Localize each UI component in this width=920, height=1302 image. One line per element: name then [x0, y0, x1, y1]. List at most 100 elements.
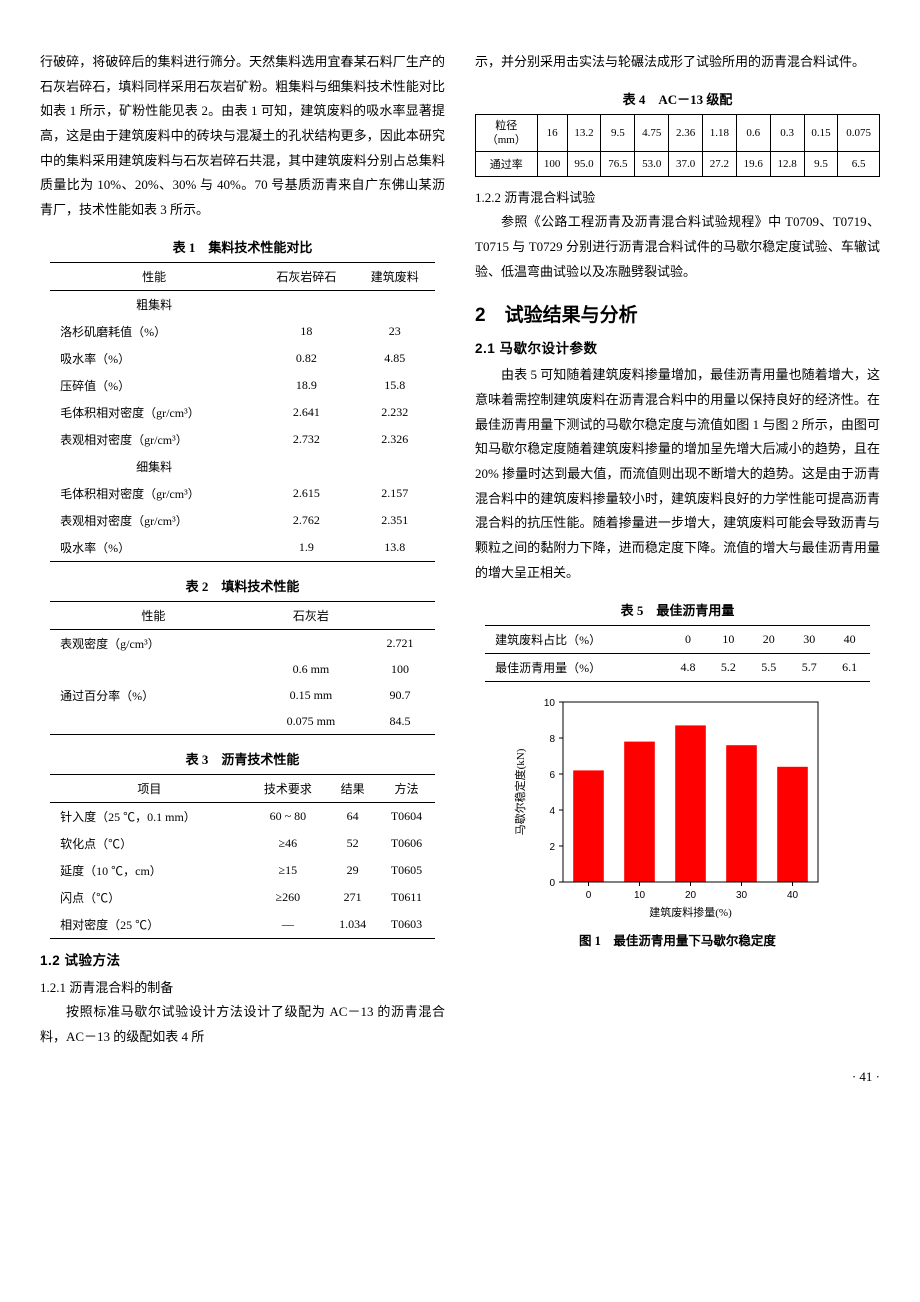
- table-cell: T0606: [378, 830, 435, 857]
- table-cell: 5.2: [708, 653, 748, 681]
- table-cell: 64: [327, 802, 378, 830]
- table-cell: 18.9: [258, 372, 354, 399]
- table-cell: 95.0: [567, 152, 601, 177]
- table-cell: 2.732: [258, 426, 354, 453]
- table-cell: 10: [708, 625, 748, 653]
- table-cell: 建筑废料占比（%）: [485, 625, 668, 653]
- table-cell: 16: [537, 114, 567, 152]
- table-cell: 6.5: [838, 152, 880, 177]
- table5: 建筑废料占比（%）010203040 最佳沥青用量（%）4.85.25.55.7…: [485, 625, 870, 682]
- t3-h1: 技术要求: [249, 774, 328, 802]
- table-cell: 9.5: [601, 114, 635, 152]
- table1-title: 表 1 集料技术性能对比: [40, 237, 445, 256]
- t1-h2: 建筑废料: [355, 262, 435, 290]
- table-cell: T0604: [378, 802, 435, 830]
- table-cell: 1.18: [702, 114, 736, 152]
- table1-section-label: 细集料: [50, 453, 258, 480]
- svg-text:6: 6: [549, 770, 555, 781]
- table-cell: 0: [668, 625, 708, 653]
- table-cell: 18: [258, 318, 354, 345]
- table-cell: ≥46: [249, 830, 328, 857]
- sec-2: 2 试验结果与分析: [475, 300, 880, 327]
- t2-h1: 石灰岩: [257, 601, 365, 629]
- table-cell: 通过百分率（%）: [50, 682, 257, 709]
- table-cell: 52: [327, 830, 378, 857]
- table-cell: 2.351: [355, 507, 435, 534]
- table-cell: 6.1: [829, 653, 869, 681]
- svg-text:20: 20: [684, 890, 696, 901]
- table-cell: 0.15 mm: [257, 682, 365, 709]
- svg-text:30: 30: [735, 890, 747, 901]
- table-cell: 9.5: [804, 152, 838, 177]
- table-cell: 针入度（25 ℃，0.1 mm）: [50, 802, 248, 830]
- table-cell: 1.034: [327, 911, 378, 939]
- table-cell: 1.9: [258, 534, 354, 562]
- table-cell: 软化点（℃）: [50, 830, 248, 857]
- t1-h0: 性能: [50, 262, 258, 290]
- svg-text:40: 40: [786, 890, 798, 901]
- svg-text:0: 0: [585, 890, 591, 901]
- table-cell: T0605: [378, 857, 435, 884]
- table-cell: 0.3: [770, 114, 804, 152]
- svg-text:建筑废料掺量(%): 建筑废料掺量(%): [649, 905, 732, 919]
- table-cell: 13.8: [355, 534, 435, 562]
- table-cell: 毛体积相对密度（gr/cm³）: [50, 399, 258, 426]
- sec-1-2-1: 1.2.1 沥青混合料的制备: [40, 977, 445, 996]
- right-para-2: 参照《公路工程沥青及沥青混合料试验规程》中 T0709、T0719、T0715 …: [475, 210, 880, 284]
- right-para-1: 示，并分别采用击实法与轮碾法成形了试验所用的沥青混合料试件。: [475, 50, 880, 75]
- table-cell: 2.615: [258, 480, 354, 507]
- table-cell: 100: [537, 152, 567, 177]
- t3-h0: 项目: [50, 774, 248, 802]
- table-cell: [257, 629, 365, 657]
- table-cell: 表观密度（g/cm³）: [50, 629, 257, 657]
- t3-h3: 方法: [378, 774, 435, 802]
- table3: 项目 技术要求 结果 方法 针入度（25 ℃，0.1 mm）60 ~ 8064T…: [50, 774, 435, 939]
- chart1-container: 0246810010203040建筑废料掺量(%)马歇尔稳定度(kN) 图 1 …: [508, 692, 848, 949]
- chart-bar: [573, 770, 604, 882]
- table-cell: 吸水率（%）: [50, 534, 258, 562]
- table-cell: ≥15: [249, 857, 328, 884]
- table-cell: 84.5: [365, 709, 435, 735]
- table-cell: 2.232: [355, 399, 435, 426]
- table-cell: 最佳沥青用量（%）: [485, 653, 668, 681]
- table-cell: T0603: [378, 911, 435, 939]
- chart-bar: [675, 725, 706, 882]
- table-cell: 粒径（mm）: [476, 114, 538, 152]
- svg-text:10: 10: [633, 890, 645, 901]
- table-cell: 40: [829, 625, 869, 653]
- table-cell: 12.8: [770, 152, 804, 177]
- table-cell: 4.75: [635, 114, 669, 152]
- table-cell: 0.6 mm: [257, 657, 365, 682]
- sec-2-1: 2.1 马歇尔设计参数: [475, 337, 880, 357]
- svg-text:4: 4: [549, 806, 555, 817]
- table-cell: 0.075: [838, 114, 880, 152]
- sec-1-2-2: 1.2.2 沥青混合料试验: [475, 187, 880, 206]
- svg-text:10: 10: [543, 698, 555, 709]
- chart-bar: [624, 741, 655, 881]
- table-cell: —: [249, 911, 328, 939]
- table-cell: ≥260: [249, 884, 328, 911]
- table1-section-label: 粗集料: [50, 290, 258, 318]
- table-cell: 37.0: [669, 152, 703, 177]
- table-cell: 4.85: [355, 345, 435, 372]
- table5-title: 表 5 最佳沥青用量: [475, 600, 880, 619]
- table-cell: 0.15: [804, 114, 838, 152]
- svg-text:8: 8: [549, 734, 555, 745]
- table-cell: 5.7: [789, 653, 829, 681]
- chart1-caption: 图 1 最佳沥青用量下马歇尔稳定度: [508, 930, 848, 949]
- table-cell: 19.6: [736, 152, 770, 177]
- table-cell: 27.2: [702, 152, 736, 177]
- table-cell: 90.7: [365, 682, 435, 709]
- left-para-2: 按照标准马歇尔试验设计方法设计了级配为 AC－13 的沥青混合料，AC－13 的…: [40, 1000, 445, 1049]
- table-cell: 5.5: [749, 653, 789, 681]
- right-para-3: 由表 5 可知随着建筑废料掺量增加，最佳沥青用量也随着增大，这意味着需控制建筑废…: [475, 363, 880, 585]
- svg-text:2: 2: [549, 842, 555, 853]
- sec-1-2: 1.2 试验方法: [40, 949, 445, 969]
- table-cell: 吸水率（%）: [50, 345, 258, 372]
- table-cell: 4.8: [668, 653, 708, 681]
- table-cell: 闪点（℃）: [50, 884, 248, 911]
- table-cell: 通过率: [476, 152, 538, 177]
- table-cell: 2.157: [355, 480, 435, 507]
- left-column: 行破碎，将破碎后的集料进行筛分。天然集料选用宜春某石料厂生产的石灰岩碎石，填料同…: [40, 50, 445, 1057]
- table-cell: [50, 709, 257, 735]
